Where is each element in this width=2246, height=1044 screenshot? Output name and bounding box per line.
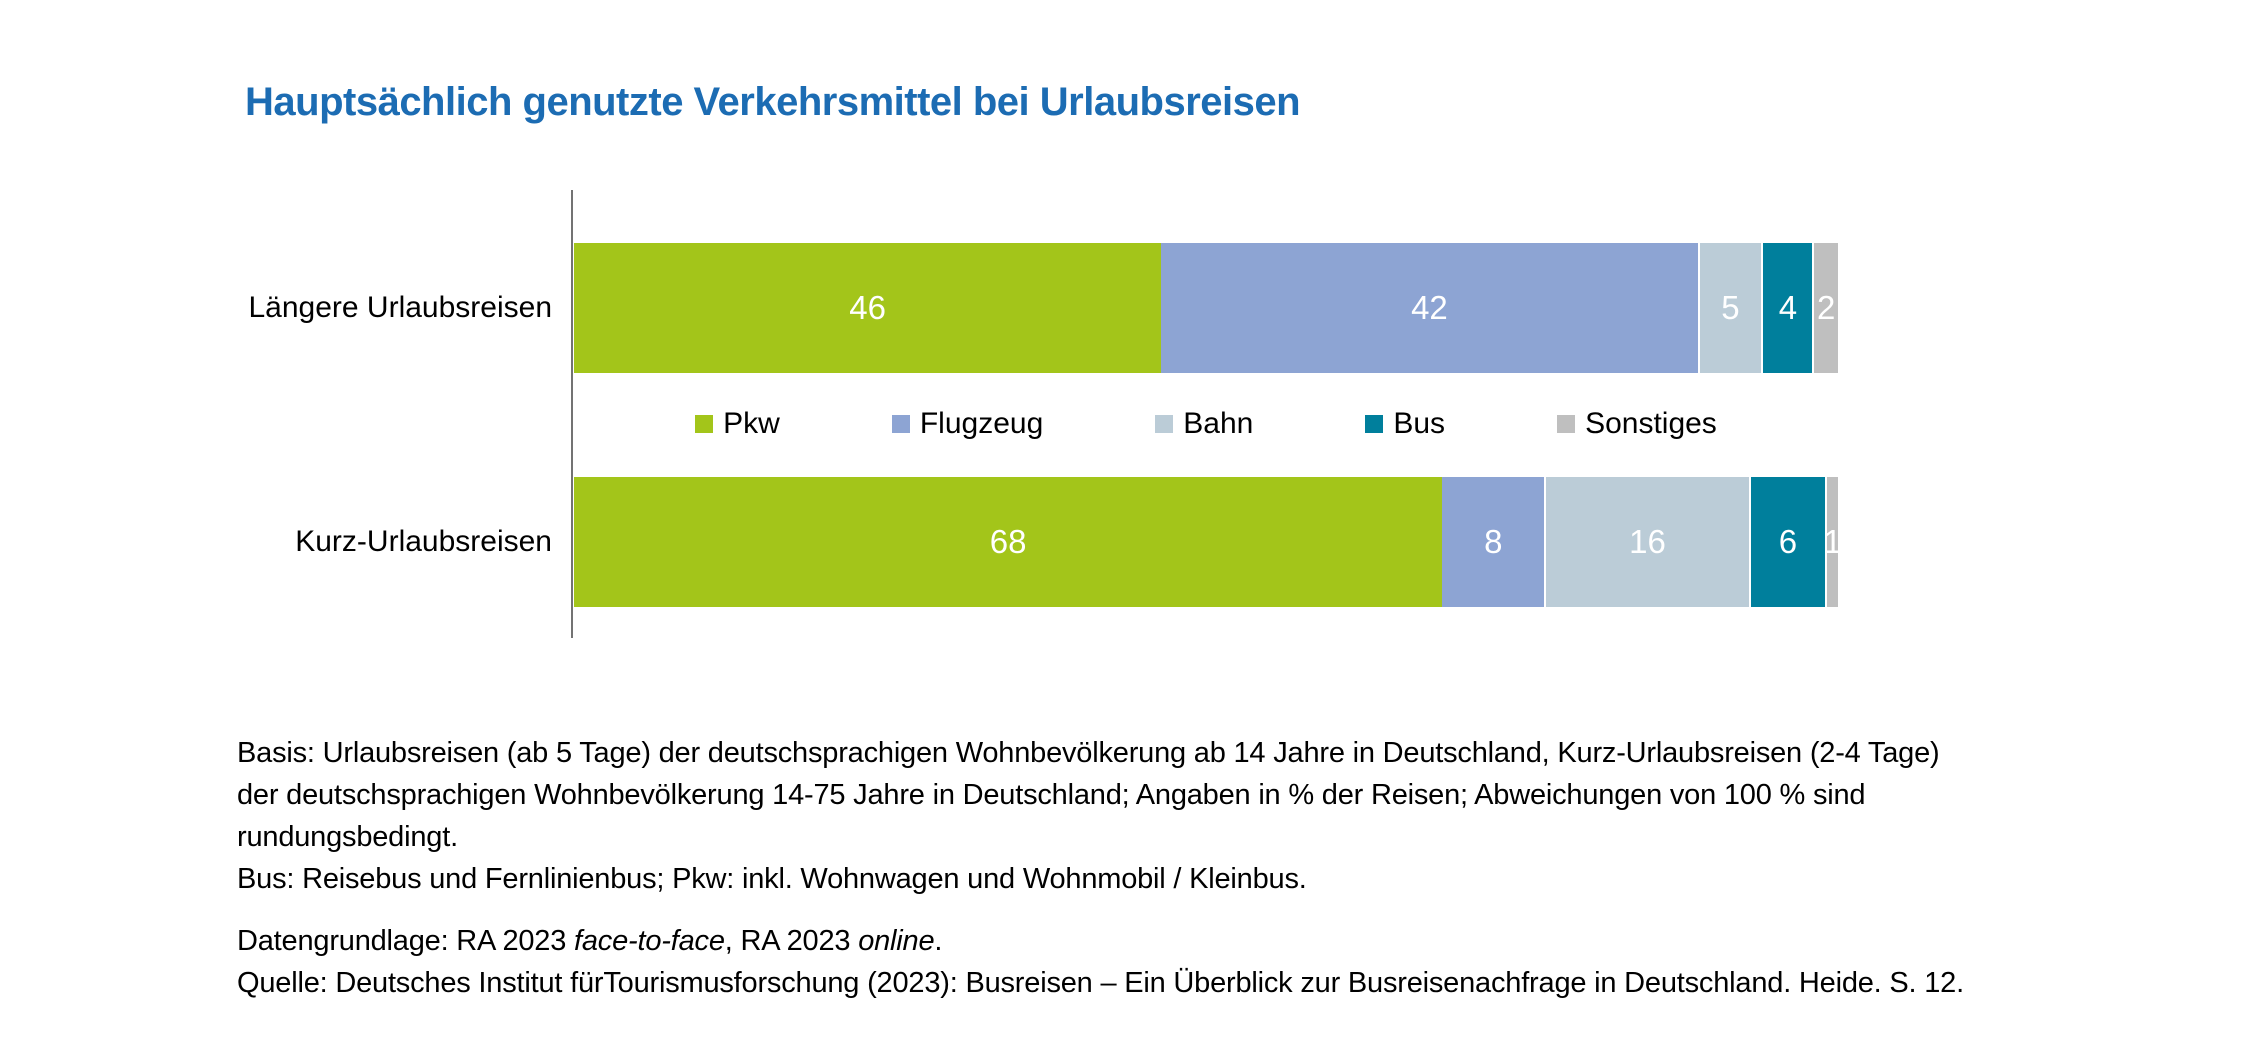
bar-row-laengere-urlaubsreisen: 46 42 5 4 2 (574, 243, 1838, 373)
chart-legend: Pkw Flugzeug Bahn Bus Sonstiges (574, 400, 1838, 448)
footnote-bus-definition: Bus: Reisebus und Fernlinienbus; Pkw: in… (237, 863, 1307, 895)
legend-item-pkw: Pkw (695, 407, 780, 441)
legend-label: Flugzeug (919, 407, 1044, 440)
bar-value-label: 16 (1629, 523, 1666, 560)
legend-item-bus: Bus (1365, 407, 1445, 441)
legend-label: Bus (1393, 407, 1446, 440)
legend-label: Bahn (1183, 407, 1254, 440)
legend-swatch-sonstiges (1557, 415, 1576, 433)
bar-segment-sonstiges: 2 (1812, 243, 1838, 373)
footnote-basis-line1: Basis: Urlaubsreisen (ab 5 Tage) der deu… (237, 737, 1940, 769)
bar-value-label: 42 (1411, 289, 1448, 326)
legend-item-flugzeug: Flugzeug (891, 407, 1044, 441)
bar-value-label: 46 (849, 289, 887, 326)
bar-value-label: 68 (989, 523, 1027, 560)
bar-value-label: 5 (1721, 289, 1740, 326)
bar-value-label: 8 (1484, 523, 1503, 560)
bar-segment-flugzeug: 8 (1442, 477, 1545, 607)
legend-swatch-flugzeug (891, 415, 910, 433)
legend-swatch-bahn (1155, 415, 1174, 433)
bar-segment-pkw: 68 (574, 477, 1443, 607)
footnote-quelle: Quelle: Deutsches Institut fürTourismusf… (237, 967, 1964, 999)
legend-label: Sonstiges (1585, 407, 1717, 440)
datengrundlage-italic-online: online (858, 925, 935, 957)
footnote-basis-line3: rundungsbedingt. (237, 821, 458, 853)
legend-swatch-pkw (695, 415, 714, 433)
page-title: Hauptsächlich genutzte Verkehrsmittel be… (245, 80, 1301, 124)
footnote-datengrundlage: Datengrundlage: RA 2023 face-to-face, RA… (237, 925, 942, 958)
bar-value-label: 4 (1778, 289, 1798, 326)
category-label-laengere-urlaubsreisen: Längere Urlaubsreisen (248, 291, 552, 324)
datengrundlage-italic-face-to-face: face-to-face (574, 925, 725, 957)
legend-label: Pkw (723, 407, 780, 440)
y-axis-line (571, 190, 573, 638)
bar-segment-pkw: 46 (574, 243, 1162, 373)
category-label-kurz-urlaubsreisen: Kurz-Urlaubsreisen (295, 525, 552, 558)
datengrundlage-prefix: Datengrundlage: RA 2023 (237, 925, 575, 957)
datengrundlage-suffix: . (934, 925, 943, 957)
bar-segment-sonstiges: 1 (1823, 477, 1842, 607)
bar-segment-bahn: 16 (1544, 477, 1749, 607)
bar-value-label: 2 (1817, 289, 1836, 326)
bar-segment-bahn: 5 (1697, 243, 1762, 373)
footnote-basis-line2: der deutschsprachigen Wohnbevölkerung 14… (237, 779, 1866, 811)
bar-value-label: 6 (1778, 523, 1798, 560)
bar-segment-flugzeug: 42 (1161, 243, 1698, 373)
bar-segment-bus: 6 (1748, 477, 1826, 607)
bar-segment-bus: 4 (1761, 243, 1813, 373)
legend-swatch-bus (1365, 415, 1384, 433)
bar-row-kurz-urlaubsreisen: 68 8 16 6 1 (574, 477, 1842, 607)
legend-item-bahn: Bahn (1155, 407, 1253, 441)
bar-value-label: 1 (1823, 523, 1842, 560)
datengrundlage-mid: , RA 2023 (724, 925, 859, 957)
legend-item-sonstiges: Sonstiges (1557, 407, 1717, 441)
